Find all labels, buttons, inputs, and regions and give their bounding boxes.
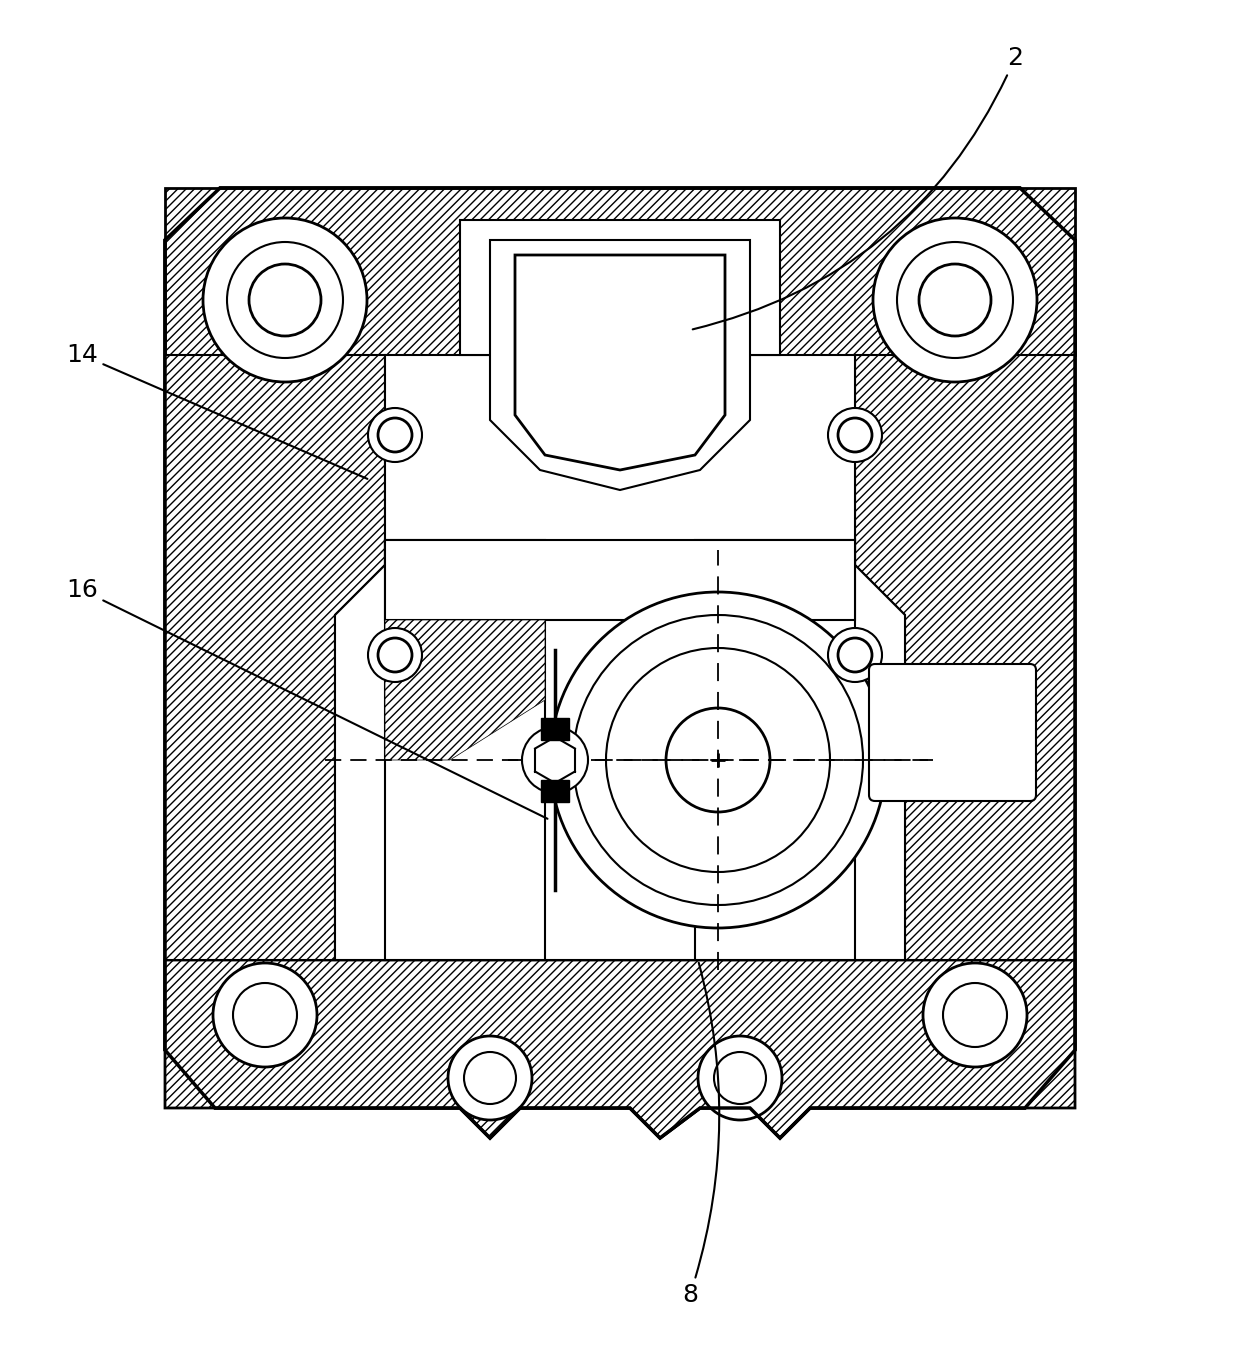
Polygon shape bbox=[384, 620, 546, 760]
Polygon shape bbox=[694, 541, 856, 960]
Circle shape bbox=[227, 243, 343, 359]
Circle shape bbox=[714, 1051, 766, 1104]
Circle shape bbox=[666, 708, 770, 811]
Text: 16: 16 bbox=[66, 578, 548, 818]
Circle shape bbox=[378, 418, 412, 452]
Circle shape bbox=[249, 264, 321, 336]
Polygon shape bbox=[165, 355, 384, 960]
Circle shape bbox=[368, 408, 422, 462]
Polygon shape bbox=[460, 220, 780, 355]
Circle shape bbox=[828, 408, 882, 462]
Polygon shape bbox=[384, 541, 856, 620]
Polygon shape bbox=[165, 960, 1075, 1138]
Circle shape bbox=[368, 628, 422, 682]
Circle shape bbox=[606, 648, 830, 872]
Polygon shape bbox=[384, 541, 546, 960]
Circle shape bbox=[838, 638, 872, 673]
Circle shape bbox=[873, 218, 1037, 381]
Circle shape bbox=[698, 1037, 782, 1120]
Circle shape bbox=[919, 264, 991, 336]
Circle shape bbox=[213, 962, 317, 1068]
Polygon shape bbox=[856, 355, 1075, 960]
Text: 14: 14 bbox=[66, 342, 367, 479]
Polygon shape bbox=[490, 240, 750, 491]
Circle shape bbox=[923, 962, 1027, 1068]
Polygon shape bbox=[165, 187, 1075, 355]
Circle shape bbox=[838, 418, 872, 452]
FancyBboxPatch shape bbox=[869, 665, 1035, 801]
Circle shape bbox=[448, 1037, 532, 1120]
Text: 2: 2 bbox=[693, 46, 1023, 329]
Polygon shape bbox=[515, 255, 725, 470]
Circle shape bbox=[551, 592, 887, 927]
Polygon shape bbox=[165, 187, 1075, 1138]
Text: 8: 8 bbox=[682, 962, 719, 1308]
Circle shape bbox=[573, 615, 863, 905]
Bar bbox=[541, 718, 569, 740]
Circle shape bbox=[942, 983, 1007, 1047]
Circle shape bbox=[522, 727, 588, 793]
Circle shape bbox=[378, 638, 412, 673]
Circle shape bbox=[464, 1051, 516, 1104]
Circle shape bbox=[828, 628, 882, 682]
Circle shape bbox=[203, 218, 367, 381]
Circle shape bbox=[233, 983, 298, 1047]
Bar bbox=[541, 780, 569, 802]
Polygon shape bbox=[335, 355, 905, 960]
Circle shape bbox=[897, 243, 1013, 359]
